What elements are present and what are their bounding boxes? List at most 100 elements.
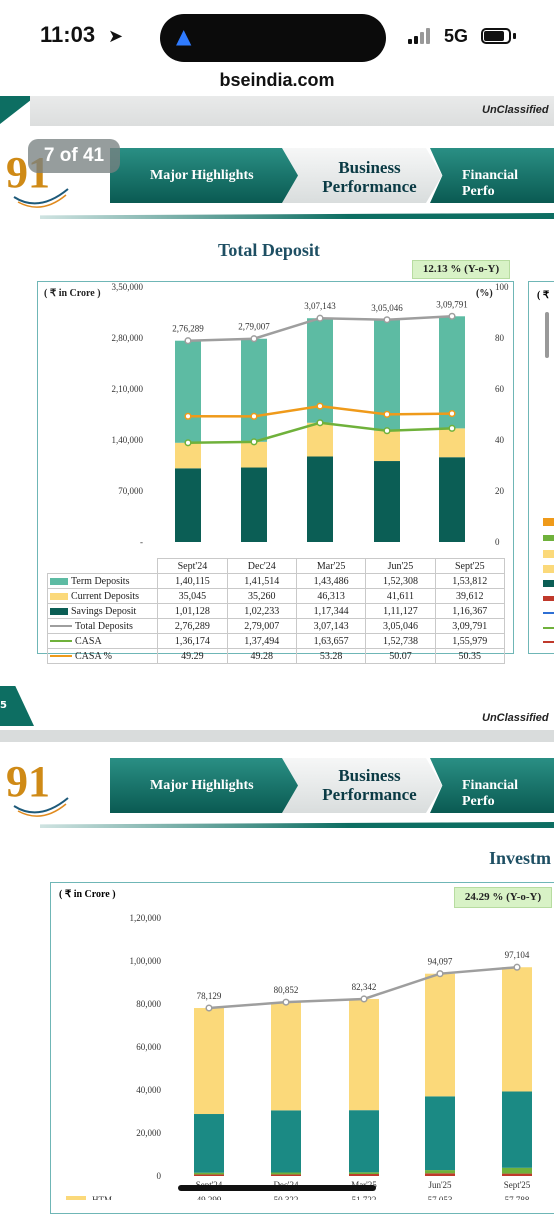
table-cell: 1,17,344 [295,603,367,619]
legend-swatch [50,592,68,600]
table-cell: 3,09,791 [434,618,506,634]
bar-segment [349,1174,379,1176]
bar-segment [349,1110,379,1173]
table-row: Savings Deposit 1,01,128 1,02,233 1,17,344 1… [46,603,506,619]
data-label: 97,104 [505,950,530,960]
table-cell: 2,79,007 [226,618,297,634]
bar-segment [241,441,267,468]
bar-segment [502,1091,532,1168]
legend-swatch [50,655,72,658]
bar-segment [439,457,465,542]
bar-segment [241,467,267,542]
table-cell: 50.35 [434,648,506,664]
table-cell: 41,611 [365,588,436,604]
y-left-tick: 3,50,000 [112,282,144,292]
unit-label: ( ₹ in Crore ) [44,288,101,299]
yoy-badge: 12.13 % (Y-o-Y) [412,260,510,279]
address-bar[interactable]: bseindia.com [219,70,335,90]
bar-segment [307,456,333,542]
series-label: Total Deposits [46,618,159,634]
y-left-tick: 2,80,000 [112,333,144,343]
table-cell: 1,41,514 [226,573,297,589]
category-label: Sept'24 [157,558,228,574]
y-left-tick: 70,000 [118,486,143,496]
y-left-tick: - [140,537,143,547]
classification-label-2: UnClassified [482,712,549,724]
bar-segment [425,1173,455,1176]
nav-financial-performance[interactable]: Financial Perfo [430,148,554,203]
table-cell: 50,322 [274,1195,299,1200]
data-label: 2,76,289 [172,324,204,334]
bar-segment [194,1172,224,1175]
nav2-business-performance[interactable]: Business Performance [282,758,442,813]
investment-chart: 1,20,000 1,00,000 80,000 60,000 40,000 20,000… [66,913,532,1200]
y-tick: 0 [157,1171,162,1181]
table-cell: 1,52,308 [365,573,436,589]
table-cell: 1,37,494 [226,633,297,649]
table-row: CASA % 49.29 49.28 53.28 50.07 50.35 [46,648,506,664]
table-cell: 1,16,367 [434,603,506,619]
category-label: Sept'25 [434,558,506,574]
nav-major-highlights[interactable]: Major Highlights [110,148,300,203]
table-row: Term Deposits 1,40,115 1,41,514 1,43,486 1,5… [46,573,506,589]
y-right-tick: 40 [495,435,505,445]
bar-segment [175,340,201,443]
bar-segment [307,422,333,457]
series-label: Current Deposits [46,588,159,604]
bar-segment [502,1167,532,1174]
line-point [383,316,391,324]
slide1-bottom-band: 5 UnClassified [0,686,554,746]
line-point [436,970,444,978]
nav2-financial-performance[interactable]: Financial Perfo [430,758,554,813]
series-label: CASA % [46,648,159,664]
table-cell: 1,52,738 [365,633,436,649]
table-cell: 2,76,289 [157,618,228,634]
y-right-tick: 20 [495,486,505,496]
line-point [250,438,258,446]
table-cell: 1,53,812 [434,573,506,589]
y-left-tick: 1,40,000 [112,435,144,445]
bar-segment [271,1172,301,1175]
percent-label: (%) [476,288,493,299]
table-cell: 1,01,128 [157,603,228,619]
y-tick: 80,000 [136,999,161,1009]
bar-segment [439,428,465,458]
line-point [250,335,258,343]
line-point [360,995,368,1003]
legend-swatch [50,625,72,628]
slide2-header: 91 Major Highlights Business Performance … [0,742,554,832]
battery-icon [481,28,511,44]
table-cell: 49.28 [226,648,297,664]
bar-segment [425,1096,455,1171]
table-cell: 53.28 [295,648,367,664]
line-point [448,410,456,418]
data-label: 3,09,791 [436,299,468,309]
nav-business-performance[interactable]: Business Performance [282,148,442,203]
bar-segment [194,1174,224,1176]
bar-segment [194,1008,224,1115]
home-indicator[interactable] [178,1185,376,1191]
series-label: HTM [92,1195,112,1200]
bar-segment [502,1173,532,1176]
table-row: Current Deposits 35,045 35,260 46,313 41,611… [46,588,506,604]
series-label: CASA [46,633,159,649]
table-cell: 1,63,657 [295,633,367,649]
table-cell: 35,260 [226,588,297,604]
line-point [383,410,391,418]
navigation-icon: ▲ [176,24,192,48]
line-point [184,337,192,345]
network-type: 5G [444,26,469,46]
battery-cap [513,33,516,39]
table-cell: 57,053 [428,1195,453,1200]
line-point [316,402,324,410]
table-cell: 50.07 [365,648,436,664]
bar-segment [194,1114,224,1173]
line-point [184,439,192,447]
y-tick: 20,000 [136,1128,161,1138]
bar-segment [349,1172,379,1175]
bar-segment [374,430,400,462]
nav2-major-highlights[interactable]: Major Highlights [110,758,300,813]
table-cell: 57,788 [505,1195,530,1200]
bar-segment [425,1170,455,1174]
bar-segment [374,461,400,542]
